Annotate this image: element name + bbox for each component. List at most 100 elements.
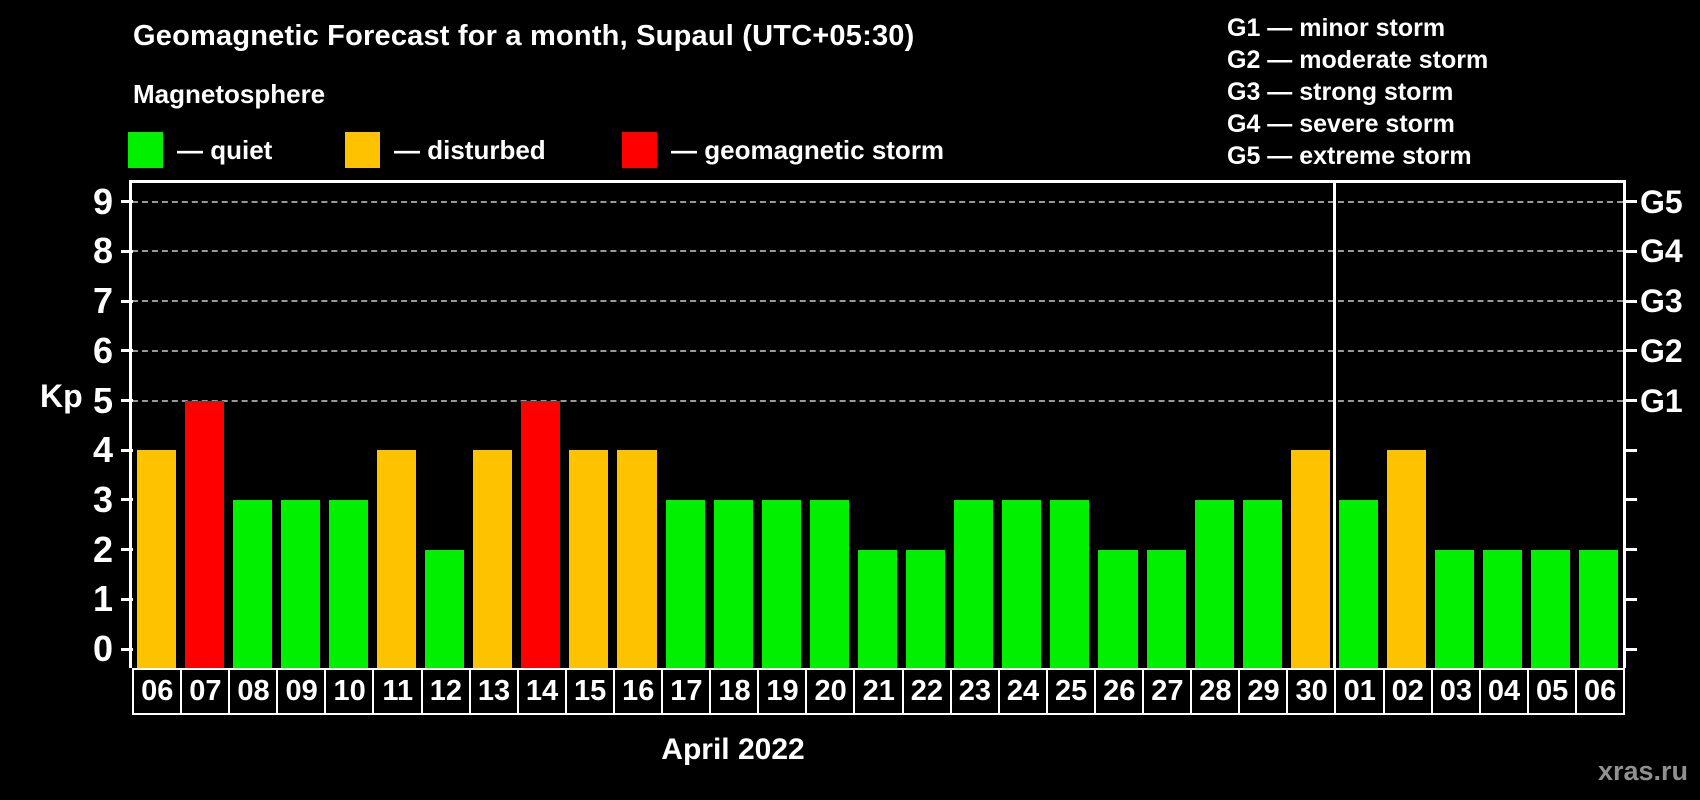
legend-label-quiet: — quiet bbox=[177, 134, 273, 165]
date-box-10-4: 10 bbox=[324, 668, 375, 715]
date-box-22-16: 22 bbox=[901, 668, 953, 715]
date-box-23-17: 23 bbox=[949, 668, 1001, 715]
y-tick-right-3 bbox=[1626, 498, 1637, 502]
y-tick-left-7 bbox=[121, 299, 133, 303]
y-tick-left-4 bbox=[121, 448, 133, 452]
date-box-29-23: 29 bbox=[1238, 668, 1289, 715]
g-label-g5: G5 bbox=[1640, 183, 1683, 220]
y-tick-label-9: 9 bbox=[92, 180, 113, 222]
y-tick-left-2 bbox=[121, 548, 133, 552]
date-box-16-10: 16 bbox=[612, 668, 664, 715]
kp-bar-day-30 bbox=[1290, 450, 1330, 668]
date-box-28-22: 28 bbox=[1190, 668, 1241, 715]
gridline-kp5 bbox=[132, 399, 1623, 402]
y-tick-left-6 bbox=[121, 349, 133, 353]
date-box-07-1: 07 bbox=[180, 668, 231, 715]
y-tick-left-1 bbox=[121, 597, 133, 601]
disturbed-color-swatch bbox=[345, 132, 380, 168]
y-tick-label-1: 1 bbox=[92, 578, 113, 620]
kp-bar-day-23 bbox=[954, 499, 994, 668]
kp-bar-day-05 bbox=[1531, 549, 1571, 668]
date-box-03-27: 03 bbox=[1430, 668, 1482, 715]
date-box-08-2: 08 bbox=[228, 668, 279, 715]
y-tick-label-8: 8 bbox=[92, 230, 113, 272]
plot-area: 0 1 2 3 4 5 6 7 8 9 G1 G2 G3 G4 G5 bbox=[93, 180, 1683, 668]
kp-bar-day-16 bbox=[617, 450, 657, 668]
date-box-30-24: 30 bbox=[1286, 668, 1337, 715]
kp-bar-day-02 bbox=[1387, 450, 1427, 668]
date-box-17-11: 17 bbox=[661, 668, 712, 715]
kp-bar-day-27 bbox=[1146, 549, 1186, 668]
y-tick-right-1 bbox=[1626, 597, 1637, 601]
date-box-02-26: 02 bbox=[1382, 668, 1434, 715]
month-separator bbox=[1333, 183, 1336, 668]
y-tick-label-4: 4 bbox=[92, 429, 113, 471]
date-box-12-6: 12 bbox=[420, 668, 472, 715]
kp-bar-day-03 bbox=[1435, 549, 1475, 668]
kp-bar-day-28 bbox=[1194, 499, 1234, 668]
date-box-09-3: 09 bbox=[276, 668, 327, 715]
g-label-g1: G1 bbox=[1640, 382, 1683, 419]
y-tick-left-9 bbox=[121, 200, 133, 204]
date-box-05-29: 05 bbox=[1526, 668, 1578, 715]
kp-bar-day-18 bbox=[713, 499, 753, 668]
date-box-01-25: 01 bbox=[1334, 668, 1385, 715]
date-box-06-0: 06 bbox=[132, 668, 183, 715]
date-box-11-5: 11 bbox=[372, 668, 424, 715]
kp-bar-day-21 bbox=[857, 549, 898, 668]
y-tick-label-5: 5 bbox=[92, 379, 113, 421]
date-box-25-19: 25 bbox=[1045, 668, 1097, 715]
kp-bar-day-22 bbox=[906, 549, 946, 668]
y-tick-right-7 bbox=[1626, 299, 1637, 303]
quiet-color-swatch bbox=[128, 132, 163, 168]
g-scale-legend: G1 — minor storm G2 — moderate storm G3 … bbox=[1227, 12, 1488, 172]
status-legend: — quiet — disturbed — geomagnetic storm bbox=[128, 132, 944, 168]
y-tick-left-0 bbox=[121, 647, 133, 651]
g-legend-line-g3: G3 — strong storm bbox=[1227, 78, 1454, 106]
kp-bar-day-06 bbox=[1579, 549, 1619, 668]
date-box-18-12: 18 bbox=[709, 668, 760, 715]
kp-bar-day-11 bbox=[376, 450, 417, 668]
kp-bar-day-17 bbox=[665, 499, 705, 668]
kp-bar-day-19 bbox=[761, 499, 801, 668]
legend-item-quiet: — quiet bbox=[128, 132, 345, 168]
legend-item-storm: — geomagnetic storm bbox=[622, 132, 944, 168]
kp-bar-day-13 bbox=[473, 450, 513, 668]
y-tick-label-6: 6 bbox=[92, 329, 113, 371]
g-legend-line-g1: G1 — minor storm bbox=[1227, 14, 1446, 42]
y-tick-left-8 bbox=[121, 249, 133, 253]
g-legend-line-g4: G4 — severe storm bbox=[1227, 110, 1455, 138]
y-tick-left-3 bbox=[121, 498, 133, 502]
date-box-27-21: 27 bbox=[1142, 668, 1193, 715]
y-tick-right-5 bbox=[1626, 399, 1637, 402]
y-tick-label-7: 7 bbox=[92, 280, 113, 322]
plot-border-left bbox=[129, 180, 132, 668]
kp-bar-day-04 bbox=[1483, 549, 1523, 668]
date-box-26-20: 26 bbox=[1093, 668, 1145, 715]
gridline-kp6 bbox=[132, 349, 1623, 352]
kp-bar-day-29 bbox=[1242, 499, 1282, 668]
gridline-kp9 bbox=[132, 200, 1623, 203]
kp-bar-day-24 bbox=[1002, 499, 1042, 668]
kp-bar-day-20 bbox=[809, 499, 849, 668]
kp-bar-day-06 bbox=[136, 450, 176, 668]
y-tick-right-4 bbox=[1626, 448, 1637, 452]
legend-label-storm: — geomagnetic storm bbox=[671, 134, 945, 165]
g-legend-line-g2: G2 — moderate storm bbox=[1227, 46, 1489, 74]
y-tick-right-6 bbox=[1626, 349, 1637, 353]
watermark: xras.ru bbox=[1597, 756, 1688, 786]
kp-bar-day-14 bbox=[521, 400, 561, 668]
y-tick-right-0 bbox=[1626, 647, 1637, 651]
y-tick-right-2 bbox=[1626, 548, 1637, 552]
legend-item-disturbed: — disturbed bbox=[345, 132, 622, 168]
date-box-04-28: 04 bbox=[1478, 668, 1530, 715]
y-tick-left-5 bbox=[121, 399, 133, 402]
kp-bar-day-15 bbox=[569, 450, 609, 668]
legend-label-disturbed: — disturbed bbox=[394, 134, 546, 165]
g-legend-line-g5: G5 — extreme storm bbox=[1227, 142, 1472, 170]
date-box-13-7: 13 bbox=[468, 668, 520, 715]
date-box-19-13: 19 bbox=[757, 668, 808, 715]
gridline-kp7 bbox=[132, 300, 1623, 303]
storm-color-swatch bbox=[622, 132, 657, 168]
